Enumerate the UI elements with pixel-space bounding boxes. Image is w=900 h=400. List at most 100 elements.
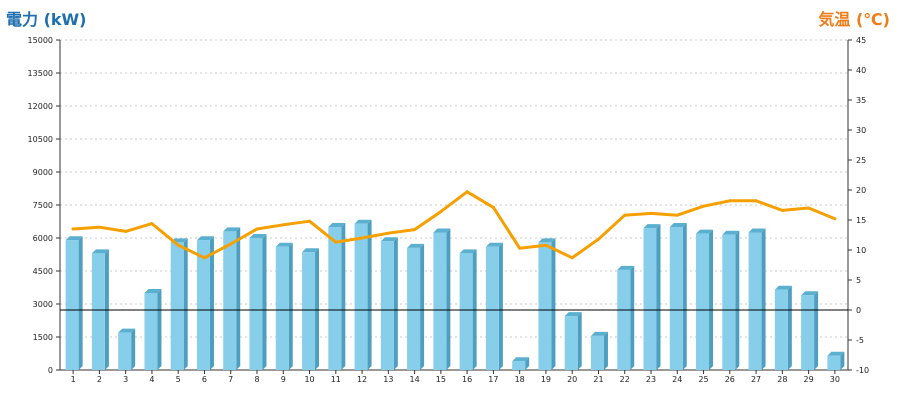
x-tick-label: 14 [410,375,420,384]
bar-29 [801,291,819,370]
bar-11 [328,223,346,370]
bar-front [433,232,447,370]
bar-side [498,242,503,370]
bar-front [91,253,105,370]
x-tick-label: 12 [357,375,367,384]
bar-10 [302,248,320,370]
temperature-point-5 [176,243,180,247]
bar-side [814,291,819,370]
bar-top [827,351,845,356]
temperature-point-21 [596,237,600,241]
bar-front [538,242,552,370]
right-tick-label: 15 [856,216,866,225]
bar-30 [827,351,845,370]
bar-19 [538,238,556,370]
bar-front [564,316,578,370]
temperature-point-27 [754,199,758,203]
bar-22 [617,265,635,370]
bar-18 [512,357,530,370]
bar-side [446,228,451,370]
temperature-point-29 [807,206,811,210]
temperature-point-13 [386,231,390,235]
bar-side [131,328,136,370]
bar-top [459,249,477,254]
x-tick-label: 24 [672,375,682,384]
bar-8 [249,234,267,370]
bar-side [236,227,241,370]
bar-front [65,240,79,370]
bar-front [328,227,342,370]
x-tick-label: 30 [830,375,840,384]
bar-25 [696,229,714,370]
temperature-point-14 [413,228,417,232]
bar-6 [196,236,214,370]
temperature-point-12 [360,236,364,240]
bar-top [328,223,346,227]
temperature-point-25 [702,204,706,208]
x-tick-label: 4 [149,375,154,384]
temperature-point-1 [71,227,75,231]
right-tick-label: 20 [856,186,866,195]
temperature-point-10 [308,219,312,223]
bar-top [669,223,687,227]
bar-top [407,243,425,248]
bar-17 [485,242,503,370]
bar-side [525,357,530,370]
bar-side [420,243,425,370]
tick-labels: 0 1500 3000 4500 6000 7500 9000 10500 12000 13500… [28,36,870,384]
bar-side [209,236,214,370]
x-tick-label: 29 [804,375,814,384]
bar-13 [380,237,398,370]
bar-24 [669,223,687,370]
bar-side [288,242,293,370]
x-tick-label: 3 [123,375,128,384]
bar-front [354,223,368,370]
bar-front [380,241,394,370]
bar-front [617,269,631,370]
temperature-line [71,190,837,260]
right-tick-label: 40 [856,66,866,75]
temperature-point-15 [439,210,443,214]
right-tick-label: 30 [856,126,866,135]
x-tick-label: 23 [646,375,656,384]
x-tick-label: 28 [777,375,787,384]
bar-top [275,242,293,247]
bar-series [65,219,845,370]
bar-top [249,234,267,238]
bar-side [367,219,372,370]
bar-side [761,228,766,370]
right-tick-label: 35 [856,96,866,105]
x-tick-label: 7 [228,375,233,384]
x-tick-label: 18 [515,375,525,384]
bar-side [787,285,792,370]
bar-front [459,253,473,370]
bar-top [485,242,503,247]
temperature-point-2 [97,225,101,229]
left-tick-label: 10500 [28,135,53,144]
temperature-point-24 [675,213,679,217]
bar-3 [118,328,136,370]
x-tick-label: 2 [97,375,102,384]
temperature-point-26 [728,199,732,203]
bar-front [748,232,762,370]
left-tick-label: 7500 [33,201,53,210]
right-tick-label: 5 [856,276,861,285]
bar-top [748,228,766,233]
left-tick-label: 15000 [28,36,53,45]
left-tick-label: 1500 [33,333,53,342]
bar-front [275,246,289,370]
bar-front [590,335,604,370]
bar-top [538,238,556,243]
bar-side [709,229,714,370]
temperature-line-series [71,190,837,260]
bar-side [78,236,83,370]
bar-top [302,248,320,253]
x-tick-label: 17 [488,375,498,384]
bar-5 [170,238,188,370]
left-tick-label: 12000 [28,102,53,111]
x-tick-label: 5 [176,375,181,384]
bar-front [669,227,683,370]
bar-front [118,332,132,370]
x-tick-label: 9 [281,375,286,384]
x-tick-label: 6 [202,375,207,384]
